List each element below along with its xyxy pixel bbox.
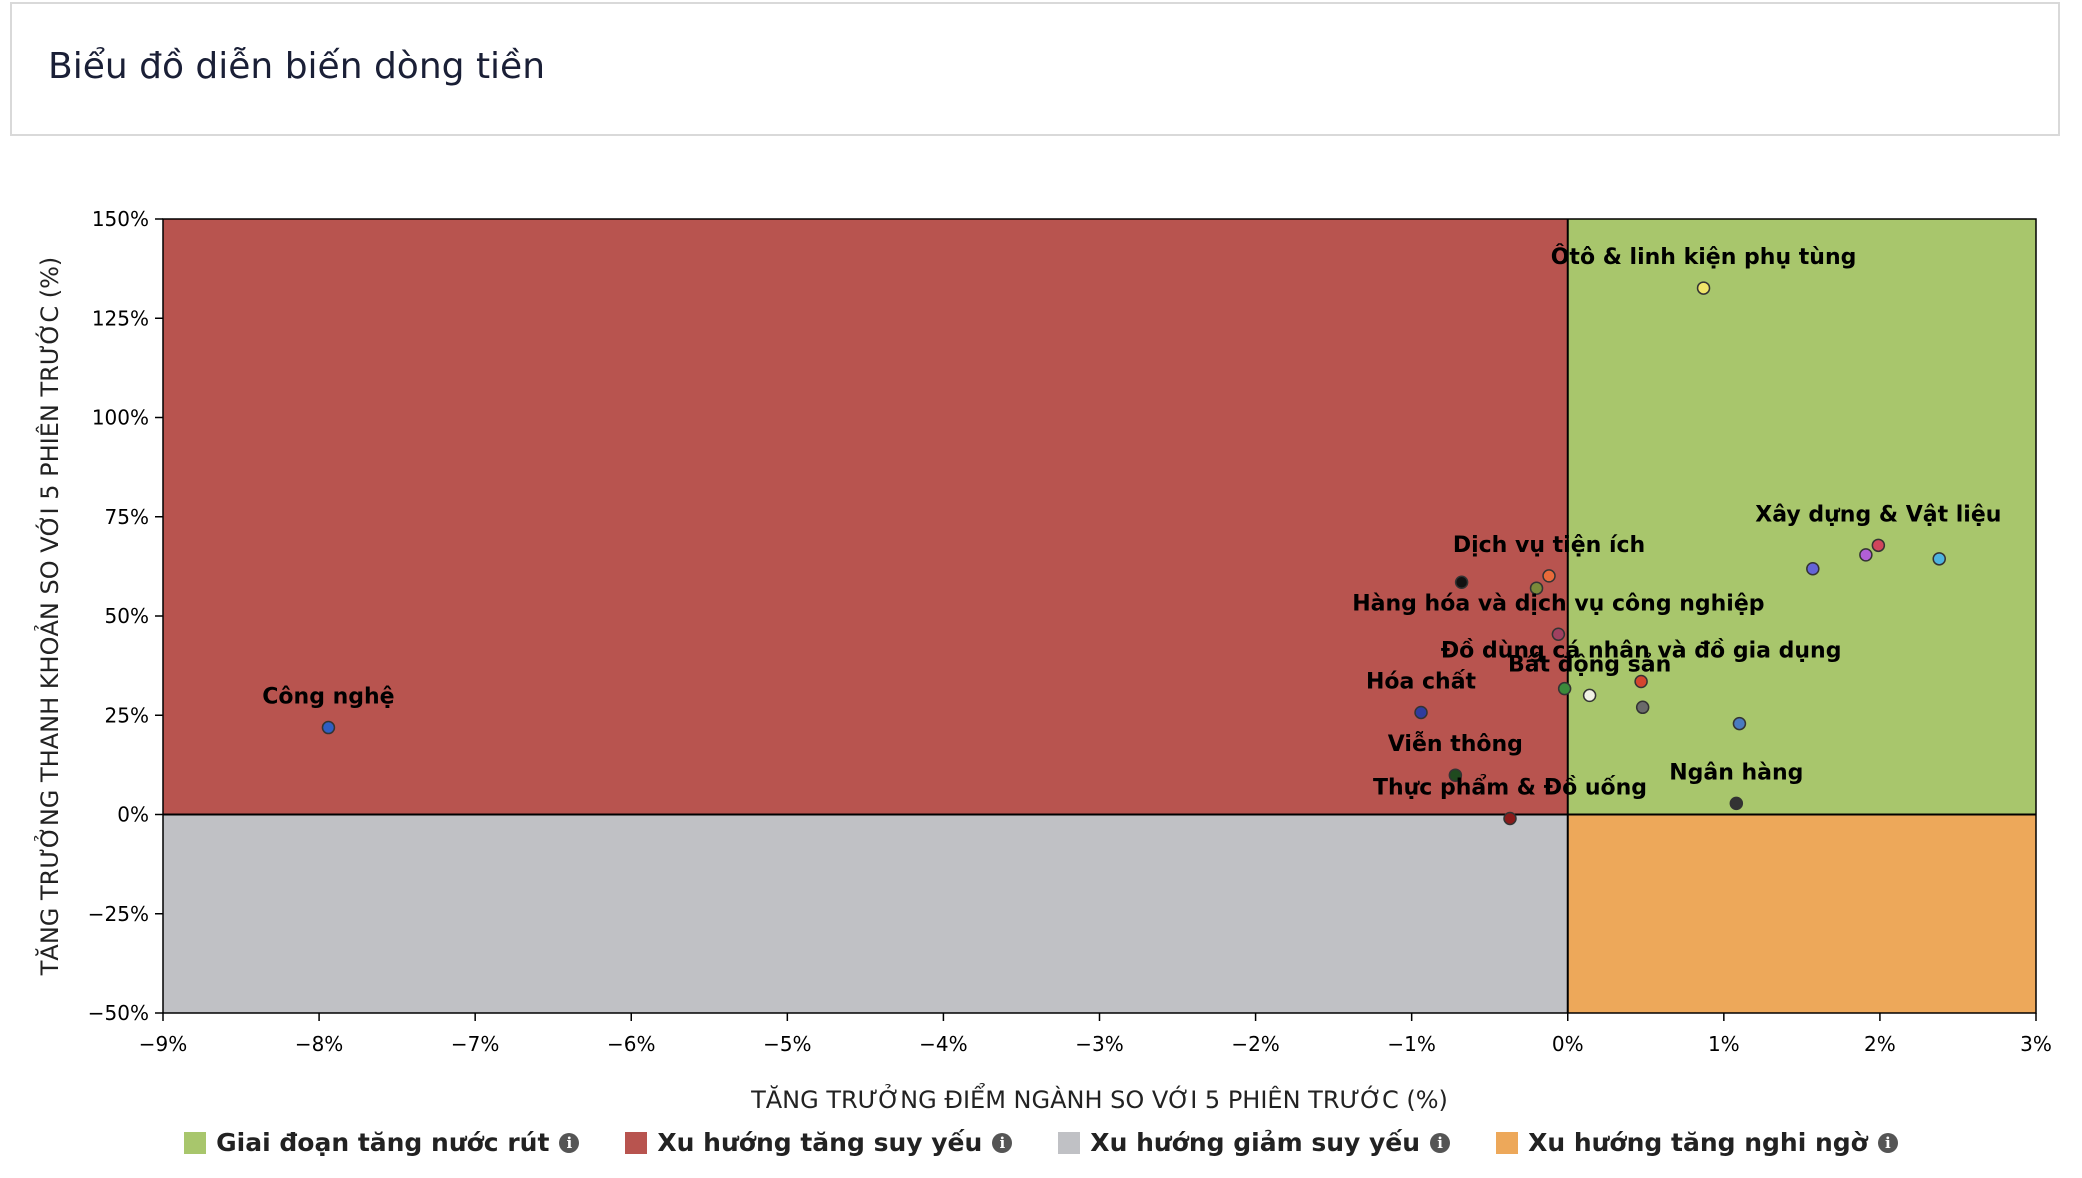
point-label: Dịch vụ tiện ích xyxy=(1453,533,1645,558)
point-label: Hàng hóa và dịch vụ công nghiệp xyxy=(1352,591,1764,616)
data-point[interactable] xyxy=(1732,716,1747,731)
data-point[interactable] xyxy=(1448,768,1463,782)
data-point[interactable] xyxy=(1557,681,1572,696)
legend-item-3[interactable]: Xu hướng giảm suy yếu i xyxy=(1058,1128,1451,1157)
data-point[interactable] xyxy=(1696,281,1711,295)
data-point[interactable] xyxy=(1503,811,1517,826)
point-label: Ngân hàng xyxy=(1669,760,1803,785)
data-point[interactable] xyxy=(1806,562,1820,576)
page-title: Biểu đồ diễn biến dòng tiền xyxy=(48,46,546,87)
x-tick-label: −3% xyxy=(1075,1032,1124,1056)
legend-item-1[interactable]: Giai đoạn tăng nước rút i xyxy=(184,1128,580,1157)
data-point[interactable] xyxy=(1582,688,1597,703)
point-label: Bất động sản xyxy=(1508,652,1671,677)
x-axis-label: TĂNG TRƯỞNG ĐIỂM NGÀNH SO VỚI 5 PHIÊN TR… xyxy=(750,1082,1448,1114)
point-label: Viễn thông xyxy=(1388,732,1523,757)
info-icon[interactable]: i xyxy=(992,1132,1013,1153)
chart-header-card: Biểu đồ diễn biến dòng tiền xyxy=(10,2,2060,136)
y-tick-label: 0% xyxy=(117,803,149,827)
x-tick-label: 3% xyxy=(2020,1032,2052,1056)
point-label: Thực phẩm & Đồ uống xyxy=(1373,774,1647,800)
point-label: Xây dựng & Vật liệu xyxy=(1755,502,2001,527)
x-tick-label: −4% xyxy=(919,1032,968,1056)
point-label: Hóa chất xyxy=(1366,669,1477,694)
data-point[interactable] xyxy=(1551,627,1566,642)
y-tick-label: 50% xyxy=(105,604,149,628)
y-tick-label: 75% xyxy=(105,505,149,529)
legend-swatch xyxy=(184,1131,207,1154)
y-tick-label: 150% xyxy=(92,207,149,231)
x-tick-label: −6% xyxy=(607,1032,656,1056)
data-point[interactable] xyxy=(1454,575,1469,590)
x-tick-label: −2% xyxy=(1231,1032,1280,1056)
data-point[interactable] xyxy=(1729,796,1744,811)
y-tick-label: −50% xyxy=(88,1001,149,1025)
legend-swatch xyxy=(1496,1131,1519,1154)
y-axis-label: TĂNG TRƯỞNG THANH KHOẢN SO VỚI 5 PHIÊN T… xyxy=(33,257,64,977)
point-label-layer: Ôtô & linh kiện phụ tùng Xây dựng & Vật l… xyxy=(262,244,2001,800)
quadrant-2 xyxy=(163,219,1568,815)
quadrant-4 xyxy=(1567,814,2036,1013)
quadrant-layer xyxy=(163,219,2036,1013)
legend-item-2[interactable]: Xu hướng tăng suy yếu i xyxy=(625,1128,1013,1157)
chart-legend: Giai đoạn tăng nước rút i Xu hướng tăng su… xyxy=(0,1128,2082,1157)
data-point[interactable] xyxy=(1635,700,1650,715)
data-point[interactable] xyxy=(1859,548,1873,562)
scatter-chart: −9% −8% −7% −6% −5% −4% −3% −2% −1% 0% 1% 2% 3% −50% −… xyxy=(33,207,2052,1114)
info-icon[interactable]: i xyxy=(559,1132,580,1153)
data-point[interactable] xyxy=(1414,705,1428,720)
quadrant-3 xyxy=(163,814,1568,1013)
legend-label: Xu hướng tăng nghi ngờ xyxy=(1528,1128,1868,1157)
quadrant-1 xyxy=(1567,219,2036,815)
x-tick-label: −7% xyxy=(451,1032,500,1056)
legend-swatch xyxy=(625,1131,648,1154)
info-icon[interactable]: i xyxy=(1877,1132,1898,1153)
x-tick-label: −1% xyxy=(1387,1032,1436,1056)
point-label: Đồ dùng cá nhân và đồ gia dụng xyxy=(1441,639,1842,664)
data-point[interactable] xyxy=(1871,538,1886,553)
point-label: Công nghệ xyxy=(262,685,394,710)
legend-label: Xu hướng giảm suy yếu xyxy=(1090,1128,1421,1157)
legend-label: Xu hướng tăng suy yếu xyxy=(657,1128,983,1157)
x-tick-label: 2% xyxy=(1864,1032,1896,1056)
x-tick-label: 0% xyxy=(1552,1032,1584,1056)
legend-swatch xyxy=(1058,1131,1081,1154)
y-tick-label: 100% xyxy=(92,406,149,430)
data-point[interactable] xyxy=(1634,674,1648,689)
axis-layer: −9% −8% −7% −6% −5% −4% −3% −2% −1% 0% 1% 2% 3% −50% −… xyxy=(88,207,2052,1056)
data-point[interactable] xyxy=(321,720,336,735)
legend-item-4[interactable]: Xu hướng tăng nghi ngờ i xyxy=(1496,1128,1898,1157)
y-tick-label: 125% xyxy=(92,306,149,330)
point-layer xyxy=(321,281,1946,826)
y-tick-label: −25% xyxy=(88,902,149,926)
y-tick-label: 25% xyxy=(105,703,149,727)
x-tick-label: −5% xyxy=(763,1032,812,1056)
x-tick-label: 1% xyxy=(1708,1032,1740,1056)
x-tick-label: −8% xyxy=(295,1032,344,1056)
legend-label: Giai đoạn tăng nước rút xyxy=(216,1128,550,1157)
data-point[interactable] xyxy=(1542,569,1556,583)
x-tick-label: −9% xyxy=(139,1032,188,1056)
point-label: Ôtô & linh kiện phụ tùng xyxy=(1551,244,1857,270)
info-icon[interactable]: i xyxy=(1430,1132,1451,1153)
data-point[interactable] xyxy=(1529,581,1544,595)
data-point[interactable] xyxy=(1932,552,1946,566)
